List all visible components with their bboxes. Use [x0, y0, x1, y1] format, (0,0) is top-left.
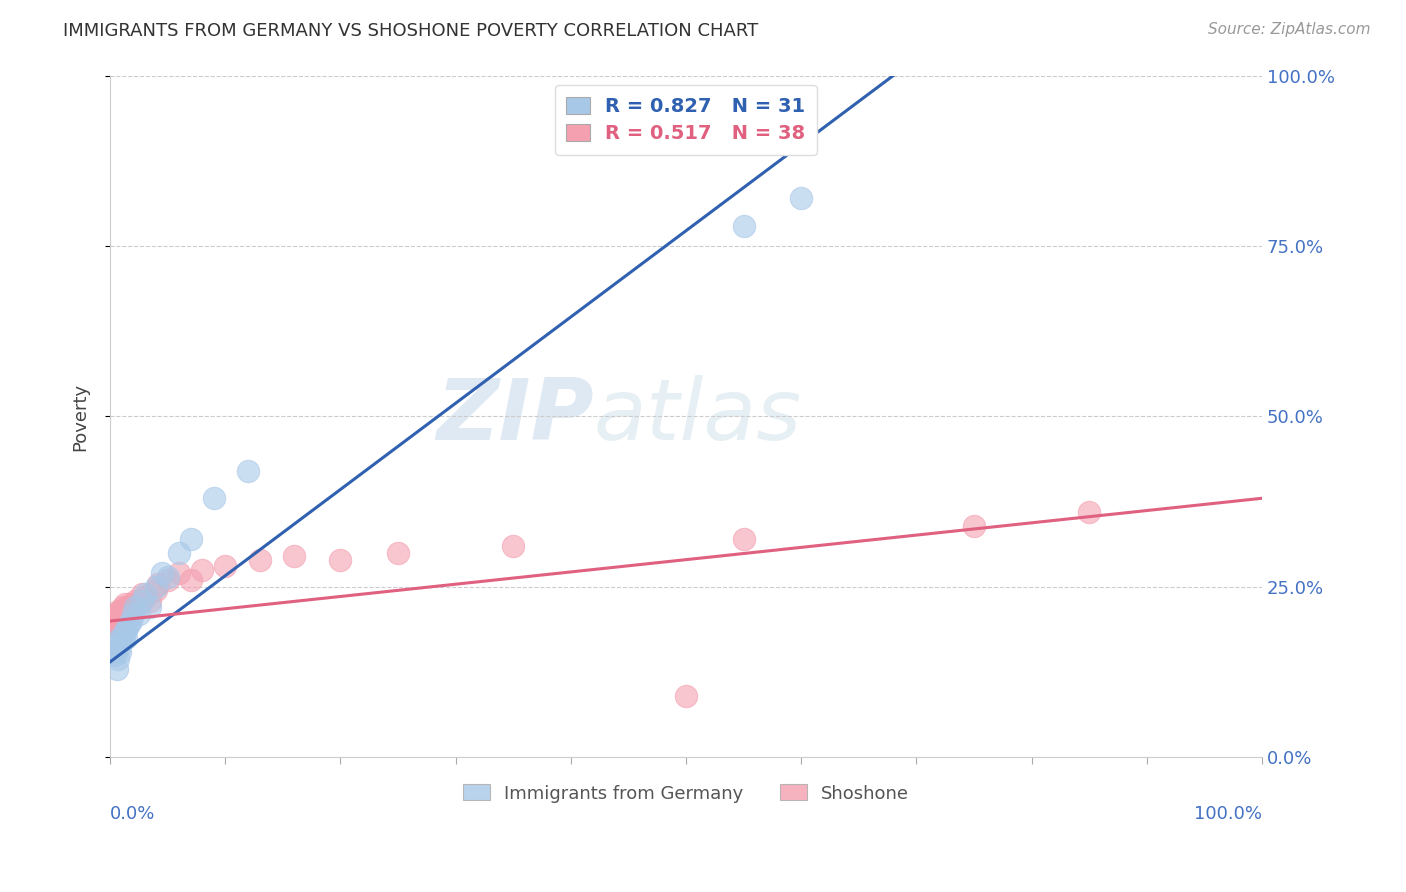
- Point: [108, 641, 131, 656]
- Point: [202, 491, 225, 506]
- Point: [111, 628, 134, 642]
- Point: [145, 580, 167, 594]
- Point: [139, 593, 162, 607]
- Point: [387, 546, 409, 560]
- Point: [103, 648, 125, 662]
- Point: [111, 600, 134, 615]
- Point: [104, 607, 127, 622]
- Point: [100, 617, 122, 632]
- Point: [180, 532, 202, 546]
- Point: [124, 593, 146, 607]
- Point: [110, 634, 132, 648]
- Point: [107, 651, 129, 665]
- Text: ZIP: ZIP: [436, 375, 593, 458]
- Point: [105, 614, 128, 628]
- Point: [120, 597, 142, 611]
- Point: [122, 600, 145, 615]
- Point: [104, 645, 127, 659]
- Point: [104, 634, 127, 648]
- Point: [104, 617, 127, 632]
- Point: [167, 566, 190, 581]
- Point: [134, 590, 156, 604]
- Point: [110, 604, 132, 618]
- Y-axis label: Poverty: Poverty: [72, 383, 89, 450]
- Point: [101, 638, 124, 652]
- Point: [963, 518, 986, 533]
- Point: [675, 689, 697, 703]
- Point: [117, 600, 139, 615]
- Point: [122, 607, 145, 622]
- Point: [214, 559, 236, 574]
- Point: [105, 662, 128, 676]
- Point: [139, 600, 162, 615]
- Point: [145, 583, 167, 598]
- Text: atlas: atlas: [593, 375, 801, 458]
- Point: [283, 549, 305, 564]
- Point: [107, 604, 129, 618]
- Point: [156, 570, 179, 584]
- Point: [112, 631, 135, 645]
- Point: [117, 621, 139, 635]
- Point: [128, 607, 150, 622]
- Point: [249, 552, 271, 566]
- Point: [238, 464, 260, 478]
- Point: [128, 597, 150, 611]
- Point: [114, 624, 136, 639]
- Point: [150, 566, 173, 581]
- Point: [191, 563, 214, 577]
- Point: [180, 573, 202, 587]
- Point: [329, 552, 352, 566]
- Point: [124, 600, 146, 615]
- Point: [108, 607, 131, 622]
- Point: [110, 645, 132, 659]
- Legend: Immigrants from Germany, Shoshone: Immigrants from Germany, Shoshone: [456, 777, 917, 810]
- Point: [790, 191, 813, 205]
- Point: [1078, 505, 1101, 519]
- Point: [134, 587, 156, 601]
- Point: [131, 587, 153, 601]
- Point: [131, 593, 153, 607]
- Point: [114, 597, 136, 611]
- Text: 100.0%: 100.0%: [1194, 805, 1263, 823]
- Point: [502, 539, 524, 553]
- Text: 0.0%: 0.0%: [110, 805, 156, 823]
- Point: [148, 576, 170, 591]
- Point: [156, 573, 179, 587]
- Point: [120, 614, 142, 628]
- Point: [167, 546, 190, 560]
- Point: [733, 532, 755, 546]
- Point: [733, 219, 755, 233]
- Point: [101, 614, 124, 628]
- Point: [112, 604, 135, 618]
- Point: [110, 607, 132, 622]
- Point: [115, 631, 138, 645]
- Point: [117, 617, 139, 632]
- Point: [117, 604, 139, 618]
- Point: [103, 610, 125, 624]
- Text: Source: ZipAtlas.com: Source: ZipAtlas.com: [1208, 22, 1371, 37]
- Text: IMMIGRANTS FROM GERMANY VS SHOSHONE POVERTY CORRELATION CHART: IMMIGRANTS FROM GERMANY VS SHOSHONE POVE…: [63, 22, 758, 40]
